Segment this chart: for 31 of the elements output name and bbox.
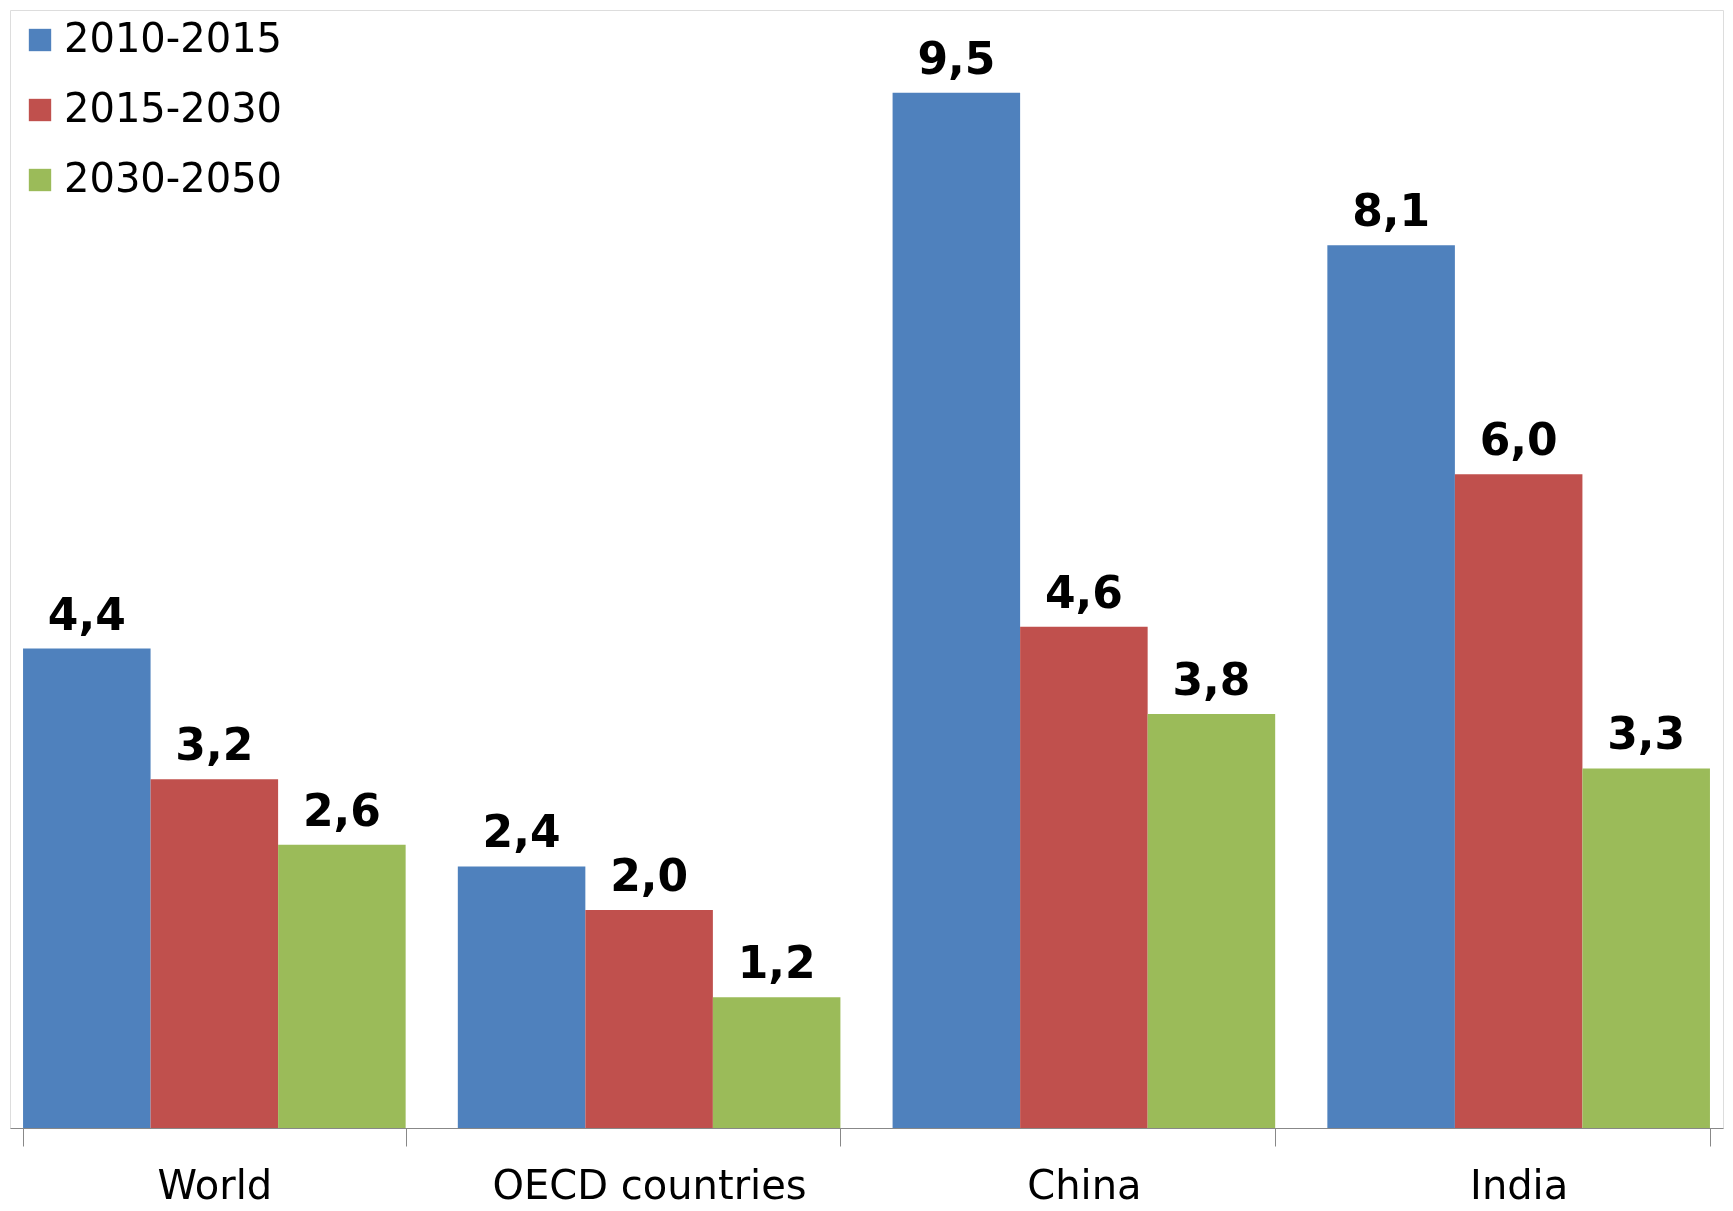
data-label: 3,8 (1172, 653, 1251, 705)
legend-label: 2030-2050 (64, 155, 283, 201)
bar (712, 997, 841, 1128)
bar (1147, 713, 1276, 1128)
data-label: 3,2 (175, 719, 254, 771)
bar (892, 92, 1021, 1128)
bar (150, 779, 279, 1128)
data-label: 2,4 (482, 806, 561, 858)
x-tick-label: World (157, 1161, 273, 1208)
legend-label: 2010-2015 (64, 15, 283, 61)
data-label: 8,1 (1352, 185, 1431, 237)
x-tick-label: China (1027, 1161, 1142, 1208)
bar (278, 844, 406, 1128)
bar (1327, 245, 1455, 1128)
data-label: 4,4 (47, 588, 126, 640)
legend-label: 2015-2030 (64, 85, 283, 131)
bar (1020, 626, 1148, 1128)
data-label: 4,6 (1044, 566, 1123, 618)
bar (1582, 768, 1710, 1128)
x-tick-label: India (1470, 1161, 1569, 1208)
data-label: 9,5 (917, 32, 996, 84)
data-label: 2,0 (610, 850, 689, 902)
data-label: 2,6 (302, 784, 381, 836)
data-label: 6,0 (1479, 414, 1558, 466)
bar (23, 648, 151, 1128)
x-tick-label: OECD countries (492, 1161, 807, 1208)
data-label: 3,3 (1607, 708, 1686, 760)
bar (1454, 474, 1583, 1128)
bar (457, 866, 586, 1128)
data-label: 1,2 (737, 937, 816, 989)
bar (585, 910, 713, 1128)
